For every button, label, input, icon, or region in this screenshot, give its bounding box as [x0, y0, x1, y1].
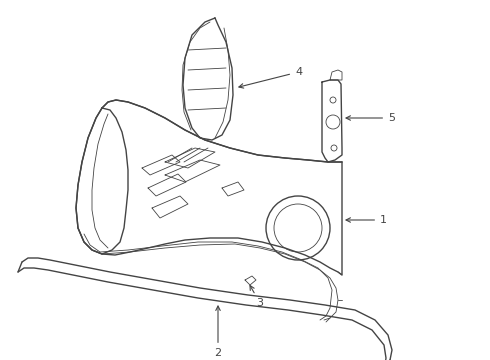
Text: 2: 2 — [215, 306, 221, 358]
Text: 3: 3 — [250, 285, 264, 308]
Text: 1: 1 — [346, 215, 387, 225]
Text: 4: 4 — [239, 67, 302, 88]
Text: 5: 5 — [346, 113, 395, 123]
